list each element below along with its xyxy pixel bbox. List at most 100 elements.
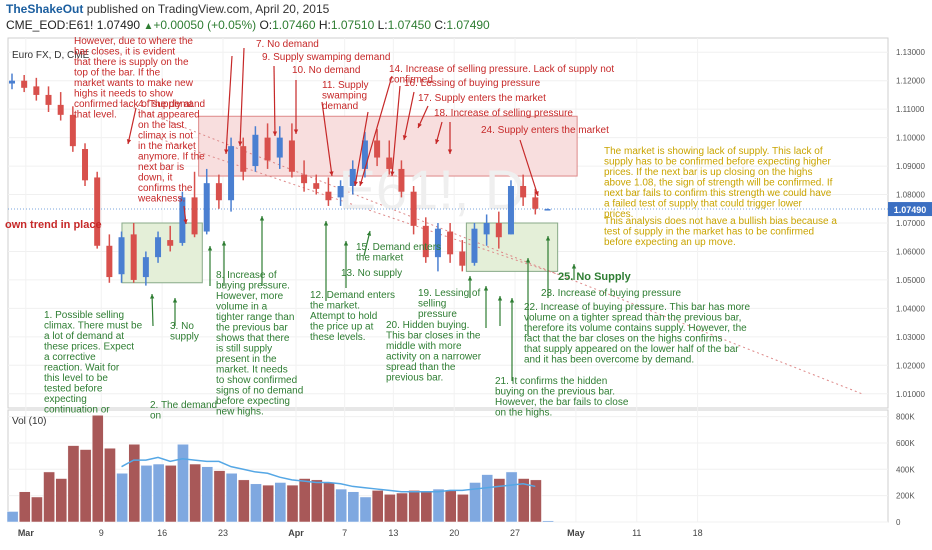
volume-ma-line — [121, 456, 536, 493]
volume-bar — [298, 478, 311, 523]
volume-bar — [481, 474, 494, 523]
price-change: +0.00050 (+0.05%) — [153, 18, 257, 32]
red-arrow — [359, 75, 393, 187]
volume-bar — [18, 491, 31, 523]
candle-body — [264, 137, 271, 161]
x-tick: May — [567, 528, 585, 538]
candle-body — [118, 237, 125, 275]
candle-body — [94, 177, 101, 246]
price-chart[interactable]: 1.13000 1.12000 1.11000 1.10000 1.09000 1.080… — [0, 36, 932, 550]
red-arrow-head — [293, 129, 299, 134]
volume-bar — [311, 479, 323, 523]
annotation-21: 21. It confirms the hidden buying on the … — [495, 376, 629, 419]
green-arrow-head — [323, 221, 329, 226]
candle-body — [240, 146, 247, 172]
volume-bar — [237, 479, 250, 523]
red-arrow — [321, 101, 333, 177]
green-arrow-head — [343, 241, 349, 246]
x-tick: 27 — [510, 528, 520, 538]
price-tick: 1.11000 — [896, 105, 925, 114]
symbol[interactable]: CME_EOD:E61! — [6, 18, 94, 32]
x-tick: 11 — [632, 528, 641, 538]
annotation-12: 12. Demand enters the market. Attempt to h… — [310, 290, 395, 343]
author-link[interactable]: TheShakeOut — [6, 2, 84, 16]
red-arrow-head — [417, 123, 422, 128]
candle-body — [142, 257, 149, 278]
volume-bar — [55, 478, 68, 523]
volume-bar — [43, 471, 55, 523]
symbol-header: CME_EOD:E61! 1.07490 ▲+0.00050 (+0.05%) … — [6, 18, 490, 32]
green-arrow-head — [149, 294, 155, 299]
volume-bar — [213, 470, 226, 523]
red-arrow — [225, 55, 233, 155]
last-price-tag — [888, 202, 932, 217]
green-arrow — [151, 293, 154, 327]
annotation-s1: The market is showing lack of supply. Th… — [604, 146, 833, 220]
annotation-s2: This analysis does not have a bullish bi… — [604, 216, 837, 248]
candle-body — [301, 174, 308, 184]
annotation-24: 24. Supply enters the market — [481, 125, 609, 136]
volume-bar — [444, 490, 457, 523]
price-tick: 1.06000 — [896, 247, 925, 256]
x-tick: 13 — [388, 528, 398, 538]
candle-body — [179, 197, 186, 243]
candle-body — [130, 234, 137, 280]
candle-body — [447, 231, 454, 255]
green-arrow-head — [497, 296, 503, 301]
volume-bar — [31, 496, 43, 523]
green-arrow-head — [545, 236, 551, 241]
green-arrow-head — [259, 216, 265, 221]
volume-bar — [140, 465, 153, 523]
annotation-22: 22. Increase of buying pressure. This ba… — [524, 302, 750, 366]
volume-bar — [432, 488, 445, 523]
candle-body — [191, 197, 198, 235]
price-tick: 1.13000 — [896, 48, 925, 57]
candle-body — [544, 209, 551, 211]
annotation-10: 10. No demand — [292, 65, 360, 76]
green-arrow-head — [467, 276, 473, 281]
x-tick: 18 — [693, 528, 703, 538]
candle-body — [167, 240, 174, 246]
last-price-tag-text: 1.07490 — [894, 205, 927, 215]
red-arrow-head — [435, 139, 440, 144]
candle-body — [532, 197, 539, 209]
volume-label: Vol (10) — [12, 416, 46, 427]
red-arrow — [273, 65, 276, 137]
price-tick: 1.09000 — [896, 162, 925, 171]
watermark: E61!, D — [339, 158, 526, 221]
green-arrow-head — [571, 264, 577, 269]
low-label: L: — [377, 18, 388, 32]
annotation-16: 16. Lessing of buying pressure — [404, 78, 541, 89]
open-value: 1.07460 — [272, 18, 316, 32]
volume-bar — [384, 494, 396, 523]
candle-body — [325, 191, 332, 201]
price-tick: 1.01000 — [896, 390, 925, 399]
candle-body — [398, 168, 405, 192]
red-arrow — [127, 107, 137, 145]
volume-bar — [152, 463, 165, 523]
red-arrow — [519, 139, 539, 197]
candle-body — [471, 228, 478, 263]
chart-title: Euro FX, D, CME — [12, 50, 90, 61]
red-arrow-head — [353, 181, 358, 186]
annotation-8: 8. Increase of buying pressure. However, m… — [216, 270, 303, 418]
candle-body — [252, 134, 259, 167]
open-label: O: — [259, 18, 273, 32]
annotation-20: 20. Hidden buying. This bar closes in the… — [386, 320, 482, 384]
green-arrow-head — [207, 246, 213, 251]
candle-body — [374, 140, 381, 158]
candle-body — [276, 137, 283, 158]
volume-bar — [542, 520, 554, 523]
red-arrow — [354, 111, 369, 187]
volume-bar — [91, 415, 104, 523]
red-arrow-head — [447, 149, 453, 154]
x-tick: 7 — [342, 528, 347, 538]
candle-body — [520, 186, 527, 198]
annotation-14: 14. Increase of selling pressure. Lack o… — [389, 64, 614, 86]
candle-body — [410, 191, 417, 226]
volume-bar — [164, 465, 177, 523]
last-price: 1.07490 — [96, 18, 141, 32]
annotation-25: 25. No Supply — [558, 271, 632, 283]
red-arrow — [239, 47, 245, 147]
up-arrow-icon: ▲ — [143, 21, 154, 32]
